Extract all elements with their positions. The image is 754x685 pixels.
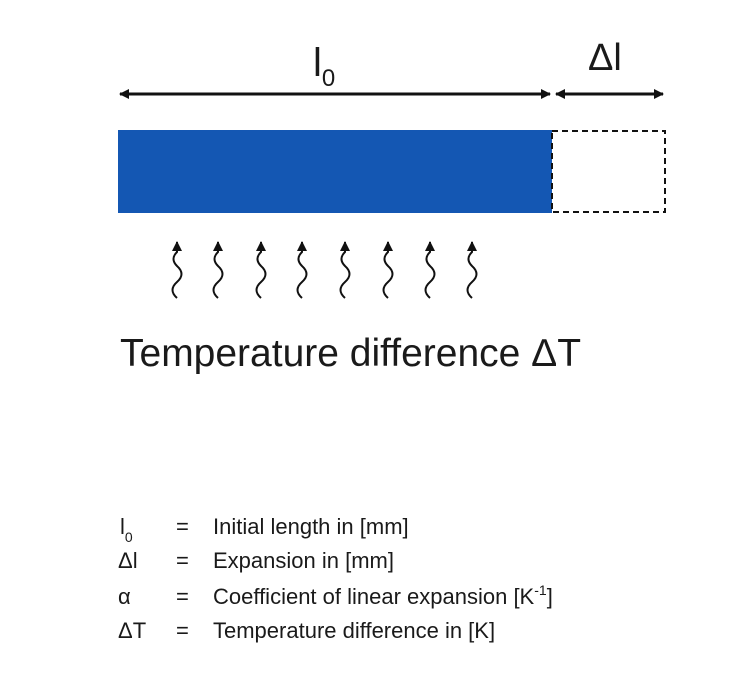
legend-equals: = [176,548,189,573]
legend-text: Coefficient of linear expansion [K-1] [213,582,553,609]
heat-arrow [296,241,308,299]
legend-text: Expansion in [mm] [213,548,394,573]
expansion-outline [551,130,666,213]
legend-symbol: α [118,584,131,609]
heat-arrow [171,241,183,299]
heat-arrows [171,241,478,299]
legend-symbol: Δl [118,548,138,573]
heat-arrow [466,241,478,299]
heat-arrow [212,241,224,299]
legend-text: Initial length in [mm] [213,514,409,539]
expansion-label: Δl [588,37,622,79]
length-label: l0 [313,41,335,92]
legend-equals: = [176,618,189,643]
heat-arrow [339,241,351,299]
legend-text: Temperature difference in [K] [213,618,495,643]
legend-equals: = [176,584,189,609]
legend-symbol: ΔT [118,618,146,643]
heat-arrow [424,241,436,299]
heat-arrow [255,241,267,299]
heat-arrow [382,241,394,299]
legend-equals: = [176,514,189,539]
legend-symbol: l0 [120,514,133,545]
legend: l0 = Initial length in [mm] Δl = Expansi… [118,514,553,643]
rod [118,130,552,213]
caption: Temperature difference ΔT [120,332,581,375]
